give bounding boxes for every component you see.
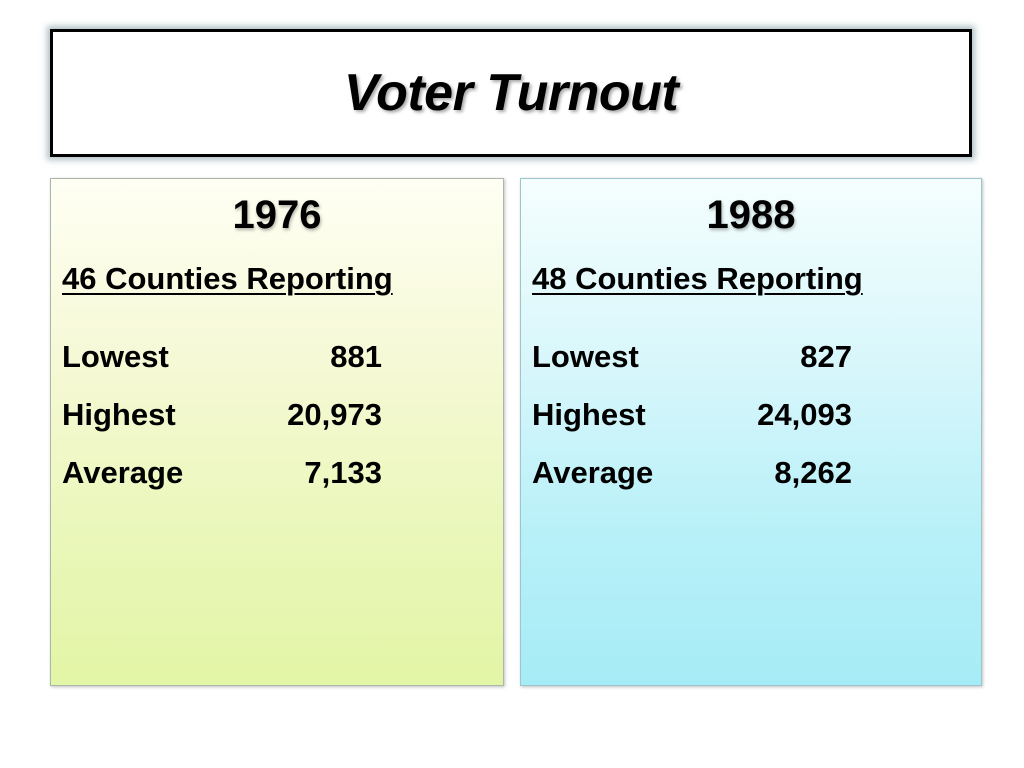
stat-row-highest: Highest 24,093 bbox=[532, 397, 852, 437]
stat-label: Highest bbox=[532, 397, 646, 432]
stat-label: Average bbox=[62, 455, 184, 490]
stat-row-average: Average 8,262 bbox=[532, 455, 852, 495]
stat-label: Lowest bbox=[532, 339, 639, 374]
title-box: Voter Turnout bbox=[50, 29, 972, 157]
counties-reporting: 46 Counties Reporting bbox=[62, 261, 393, 296]
stat-value: 881 bbox=[330, 339, 382, 374]
stat-value: 8,262 bbox=[774, 455, 852, 490]
stat-label: Highest bbox=[62, 397, 176, 432]
stat-value: 24,093 bbox=[757, 397, 852, 432]
panel-year: 1976 bbox=[232, 193, 322, 237]
stat-value: 7,133 bbox=[304, 455, 382, 490]
stat-row-lowest: Lowest 827 bbox=[532, 339, 852, 379]
panel-1988: 1988 48 Counties Reporting Lowest 827 Hi… bbox=[520, 178, 982, 686]
stat-value: 827 bbox=[800, 339, 852, 374]
stat-row-highest: Highest 20,973 bbox=[62, 397, 382, 437]
stat-label: Lowest bbox=[62, 339, 169, 374]
panel-1976: 1976 46 Counties Reporting Lowest 881 Hi… bbox=[50, 178, 504, 686]
stat-row-lowest: Lowest 881 bbox=[62, 339, 382, 379]
stat-value: 20,973 bbox=[287, 397, 382, 432]
counties-reporting: 48 Counties Reporting bbox=[532, 261, 863, 296]
stat-row-average: Average 7,133 bbox=[62, 455, 382, 495]
slide-title: Voter Turnout bbox=[343, 64, 679, 122]
panel-year: 1988 bbox=[706, 193, 796, 237]
stat-label: Average bbox=[532, 455, 654, 490]
